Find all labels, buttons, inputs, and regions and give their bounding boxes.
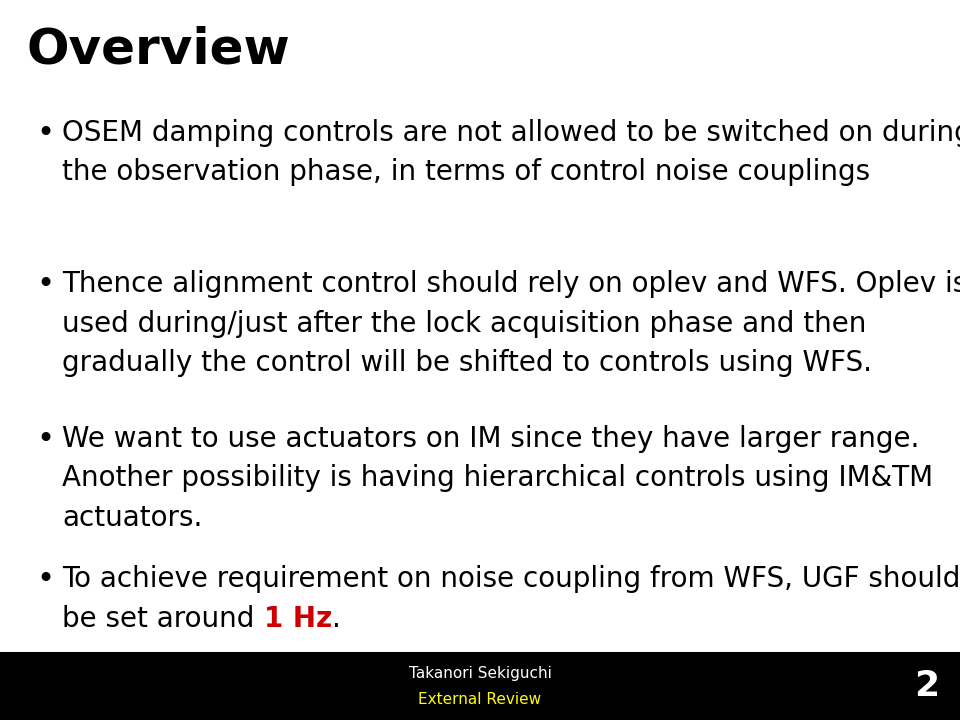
Text: gradually the control will be shifted to controls using WFS.: gradually the control will be shifted to… [62,349,873,377]
Text: used during/just after the lock acquisition phase and then: used during/just after the lock acquisit… [62,310,867,338]
Text: be set around: be set around [62,605,264,633]
Text: •: • [36,425,55,454]
Text: Takanori Sekiguchi: Takanori Sekiguchi [409,666,551,681]
Text: •: • [36,119,55,148]
FancyBboxPatch shape [0,652,960,720]
Text: actuators.: actuators. [62,504,203,532]
Text: •: • [36,270,55,299]
Text: External Review: External Review [419,692,541,707]
Text: To achieve requirement on noise coupling from WFS, UGF should: To achieve requirement on noise coupling… [62,565,960,593]
Text: Thence alignment control should rely on oplev and WFS. Oplev is: Thence alignment control should rely on … [62,270,960,298]
Text: Overview: Overview [27,25,291,73]
Text: We want to use actuators on IM since they have larger range.: We want to use actuators on IM since the… [62,425,920,453]
Text: the observation phase, in terms of control noise couplings: the observation phase, in terms of contr… [62,158,871,186]
Text: •: • [36,565,55,594]
Text: 1 Hz: 1 Hz [264,605,332,633]
Text: Another possibility is having hierarchical controls using IM&TM: Another possibility is having hierarchic… [62,464,933,492]
Text: OSEM damping controls are not allowed to be switched on during: OSEM damping controls are not allowed to… [62,119,960,147]
Text: .: . [332,605,341,633]
Text: 2: 2 [914,669,939,703]
